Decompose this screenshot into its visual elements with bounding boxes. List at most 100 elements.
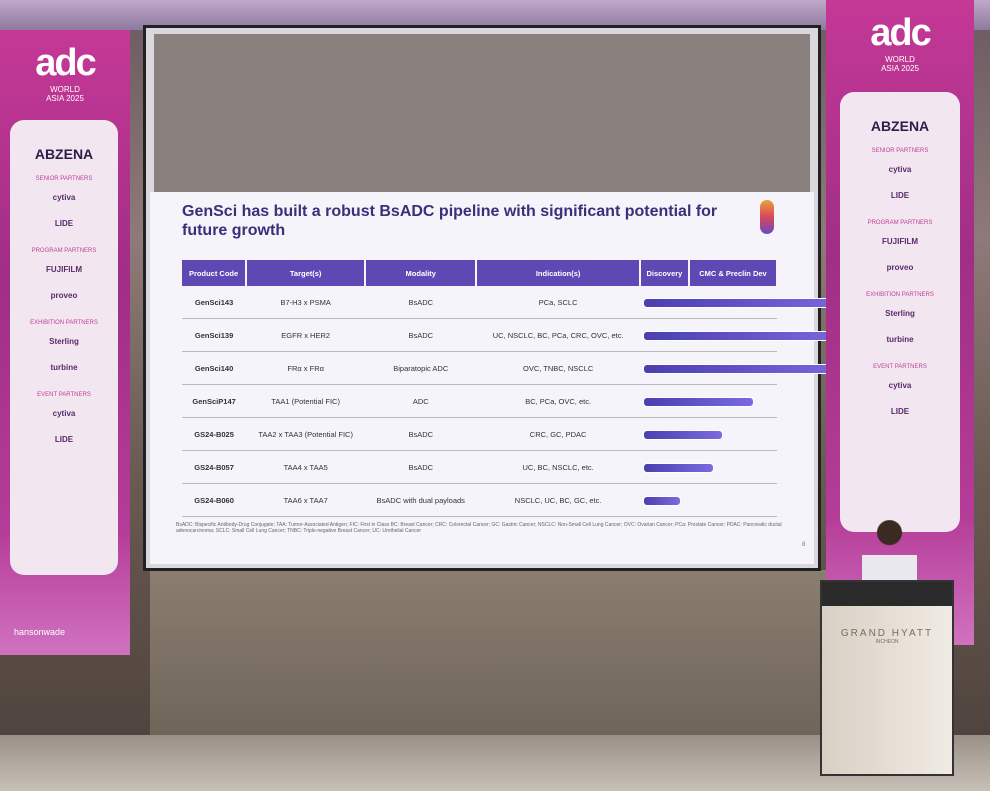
progress-cell: [639, 483, 777, 517]
sponsor: Sterling: [885, 309, 915, 318]
progress-bar: [642, 463, 715, 473]
header-cell: Modality: [365, 260, 478, 286]
header-cell: Target(s): [246, 260, 367, 286]
modality: Biparatopic ADC: [365, 351, 477, 385]
slide: GenSci has built a robust BsADC pipeline…: [150, 192, 855, 564]
progress-cell: [639, 318, 855, 352]
section-head: PROGRAM PARTNERS: [867, 220, 933, 226]
banner-world: WORLD: [50, 85, 80, 94]
left-banner: adc WORLD ASIA 2025 ABZENA SENIOR PARTNERS cy…: [0, 30, 130, 655]
progress-cell: [639, 417, 777, 451]
progress-track: [641, 386, 776, 416]
speaker: [862, 520, 917, 590]
sponsor: cytiva: [52, 409, 76, 418]
indication: CRC, GC, PDAC: [476, 417, 640, 451]
sponsor: LIDE: [890, 407, 910, 416]
progress-cell: [639, 286, 855, 319]
sponsor: FUJIFILM: [46, 265, 82, 274]
sponsor: cytiva: [888, 165, 912, 174]
podium-city: INCHEON: [875, 639, 899, 645]
right-banner: adc WORLD ASIA 2025 ABZENA SENIOR PARTNERS cy…: [826, 0, 974, 645]
section-head: SENIOR PARTNERS: [871, 148, 929, 154]
product-code: GS24-B057: [182, 450, 247, 484]
sponsor: FUJIFILM: [882, 237, 918, 246]
target: TAA6 x TAA7: [246, 483, 366, 517]
table-row: GenSciP147 TAA1 (Potential FIC) ADC BC, PCa…: [182, 384, 777, 418]
modality: ADC: [365, 384, 477, 418]
header-cell: Product Code: [182, 260, 248, 286]
modality: BsADC: [365, 286, 477, 319]
sponsor: LIDE: [890, 191, 910, 200]
modality: BsADC with dual payloads: [365, 483, 477, 517]
product-code: GenSciP147: [182, 384, 247, 418]
banner-world: WORLD: [885, 55, 915, 64]
product-code: GS24-B060: [182, 483, 247, 517]
podium: GRAND HYATT INCHEON: [822, 582, 952, 774]
sponsor: turbine: [50, 363, 78, 372]
section-head: PROGRAM PARTNERS: [31, 248, 97, 254]
logo: [760, 200, 774, 234]
progress-bar: [642, 298, 855, 308]
podium-name: GRAND HYATT: [840, 628, 934, 639]
slide-title: GenSci has built a robust BsADC pipeline…: [182, 203, 718, 239]
sponsor: turbine: [886, 335, 914, 344]
banner-brand: adc: [870, 12, 931, 54]
table-row: GenSci140 FRα x FRα Biparatopic ADC OVC, TN…: [182, 351, 855, 385]
sponsor: LIDE: [54, 435, 74, 444]
modality: BsADC: [365, 450, 477, 484]
progress-bar: [642, 364, 855, 374]
progress-bar: [642, 397, 755, 407]
banner-brand: adc: [35, 42, 96, 84]
progress-cell: [639, 450, 777, 484]
sponsor: proveo: [50, 291, 78, 300]
lead-sponsor: ABZENA: [34, 146, 94, 162]
product-code: GenSci140: [182, 351, 247, 385]
sponsor: cytiva: [888, 381, 912, 390]
section-head: EVENT PARTNERS: [37, 392, 91, 398]
sponsor: proveo: [886, 263, 914, 272]
table-row: GenSci139 EGFR x HER2 BsADC UC, NSCLC, BC, …: [182, 318, 855, 352]
target: FRα x FRα: [246, 351, 366, 385]
target: TAA2 x TAA3 (Potential FIC): [246, 417, 366, 451]
indication: UC, BC, NSCLC, etc.: [476, 450, 640, 484]
progress-track: [641, 287, 855, 317]
sponsor-panel: ABZENA SENIOR PARTNERS cytiva LIDE PROGRAM P…: [10, 120, 118, 575]
target: EGFR x HER2: [246, 318, 366, 352]
banner-edition: ASIA 2025: [881, 64, 919, 73]
modality: BsADC: [365, 318, 477, 352]
product-code: GS24-B025: [182, 417, 247, 451]
indication: UC, NSCLC, BC, PCa, CRC, OVC, etc.: [476, 318, 640, 352]
section-head: EXHIBITION PARTNERS: [866, 292, 934, 298]
footnote: BsADC: Bispecific Antibody-Drug Conjugat…: [176, 522, 782, 534]
target: TAA1 (Potential FIC): [246, 384, 366, 418]
sponsor: Sterling: [49, 337, 79, 346]
product-code: GenSci139: [182, 318, 247, 352]
header-row: Product Code Target(s) Modality Indication(…: [182, 260, 779, 286]
organizer: hansonwade: [14, 627, 66, 637]
ceiling: [0, 0, 990, 30]
projection-screen: GenSci has built a robust BsADC pipeline…: [146, 28, 855, 568]
progress-track: [641, 419, 776, 449]
modality: BsADC: [365, 417, 477, 451]
wall: [150, 570, 830, 740]
sponsor: cytiva: [52, 193, 76, 202]
progress-cell: [639, 351, 855, 385]
table-row: GS24-B060 TAA6 x TAA7 BsADC with dual payl…: [182, 483, 777, 517]
table-row: GenSci143 B7-H3 x PSMA BsADC PCa, SCLC: [182, 286, 855, 319]
progress-track: [641, 320, 855, 350]
section-head: SENIOR PARTNERS: [35, 176, 93, 182]
table-row: GS24-B025 TAA2 x TAA3 (Potential FIC) BsAD…: [182, 417, 777, 451]
sponsor: LIDE: [54, 219, 74, 228]
page-number: 8: [802, 542, 806, 548]
progress-track: [641, 452, 776, 482]
lead-sponsor: ABZENA: [870, 118, 930, 134]
table-body: GenSci143 B7-H3 x PSMA BsADC PCa, SCLC GenSc…: [182, 286, 855, 517]
banner-edition: ASIA 2025: [46, 94, 84, 103]
indication: NSCLC, UC, BC, GC, etc.: [476, 483, 640, 517]
pipeline-table: Product Code Target(s) Modality Indication(…: [182, 260, 855, 517]
target: B7-H3 x PSMA: [246, 286, 366, 319]
header-cell: Discovery: [639, 260, 690, 286]
sponsor-panel: ABZENA SENIOR PARTNERS cytiva LIDE PROGRAM P…: [840, 92, 960, 532]
table-row: GS24-B057 TAA4 x TAA5 BsADC UC, BC, NSCLC, …: [182, 450, 777, 484]
